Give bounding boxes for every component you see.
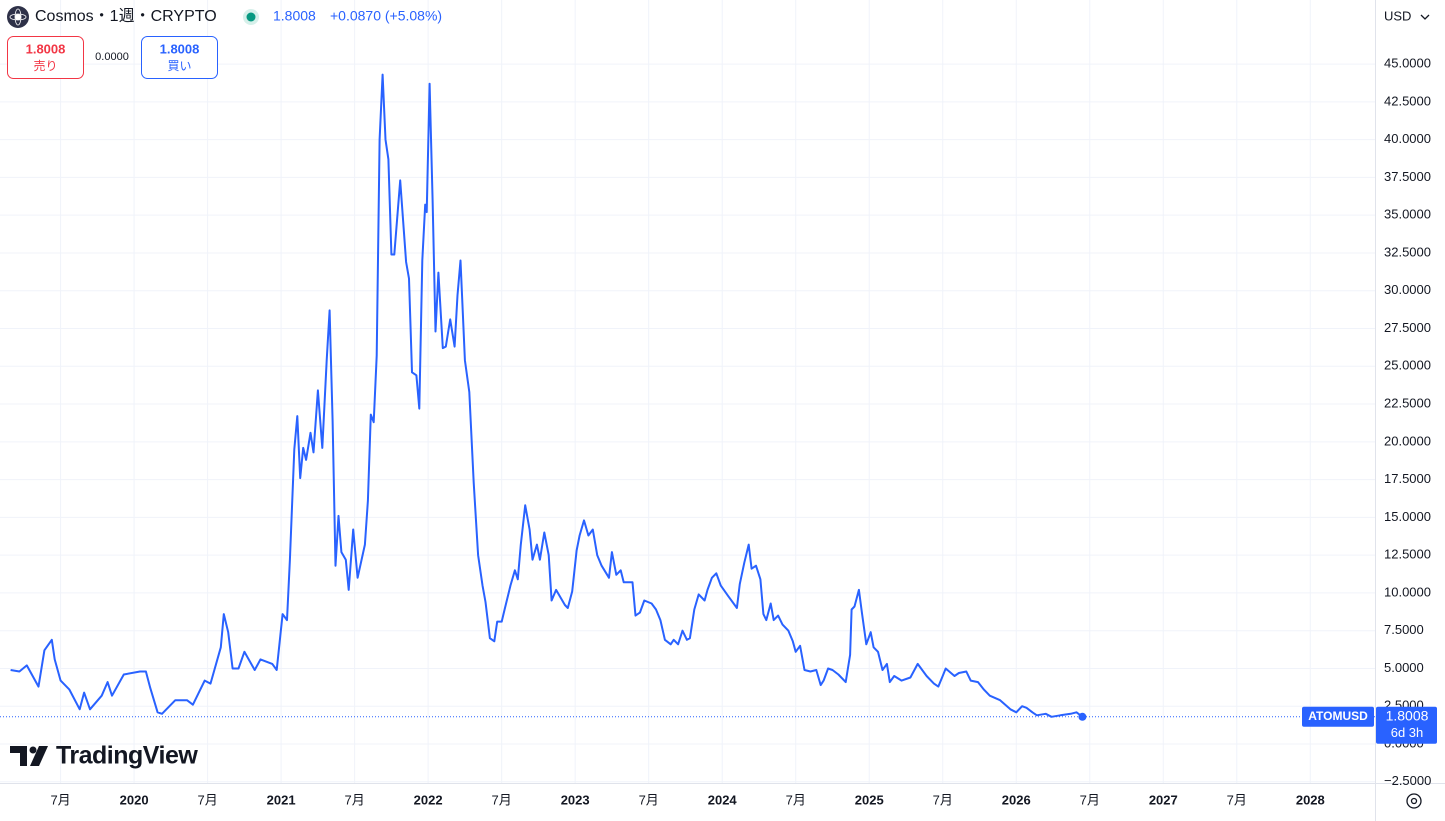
y-tick-label: 37.5000 (1384, 169, 1431, 184)
x-tick-label: 2025 (855, 792, 884, 807)
settings-button[interactable] (1406, 793, 1422, 809)
y-tick-label: 40.0000 (1384, 131, 1431, 146)
price-label: 1.8008 (1386, 708, 1429, 724)
price-line (10, 73, 1084, 718)
x-tick-label: 2023 (561, 792, 590, 807)
y-tick-label: 25.0000 (1384, 358, 1431, 373)
currency-dropdown[interactable] (1378, 3, 1442, 31)
y-tick-label: 30.0000 (1384, 282, 1431, 297)
x-tick-label: 2022 (414, 792, 443, 807)
y-tick-label: 5.0000 (1384, 660, 1424, 675)
logo-text: TradingView (56, 742, 198, 770)
y-tick-label: −2.5000 (1384, 773, 1431, 788)
series-label: ATOMUSD (1308, 709, 1368, 723)
price-axis: −2.50000.00002.50005.00007.500010.000012… (1384, 56, 1431, 789)
bar-countdown: 6d 3h (1391, 725, 1424, 740)
logo-mark (30, 746, 48, 766)
logo-mark (29, 746, 37, 754)
x-tick-label: 7月 (639, 792, 659, 807)
y-tick-label: 20.0000 (1384, 433, 1431, 448)
spread: 0.0000 (95, 51, 129, 63)
y-tick-label: 45.0000 (1384, 56, 1431, 71)
x-tick-label: 2021 (267, 792, 296, 807)
y-tick-label: 22.5000 (1384, 395, 1431, 410)
sell-label: 売り (33, 58, 57, 73)
price-change: +0.0870 (+5.08%) (330, 8, 442, 24)
x-tick-label: 2024 (708, 792, 738, 807)
plot (0, 73, 1375, 721)
y-tick-label: 12.5000 (1384, 547, 1431, 562)
x-tick-label: 7月 (786, 792, 806, 807)
x-tick-label: 7月 (1227, 792, 1247, 807)
symbol-icon-core (15, 14, 21, 20)
x-tick-label: 2028 (1296, 792, 1325, 807)
y-tick-label: 32.5000 (1384, 244, 1431, 259)
series-label-bg (1302, 706, 1374, 727)
x-tick-label: 7月 (492, 792, 512, 807)
x-tick-label: 7月 (197, 792, 217, 807)
x-tick-label: 7月 (345, 792, 365, 807)
y-tick-label: 7.5000 (1384, 622, 1424, 637)
y-tick-label: 27.5000 (1384, 320, 1431, 335)
y-tick-label: 15.0000 (1384, 509, 1431, 524)
buy-price: 1.8008 (160, 41, 200, 56)
x-tick-label: 7月 (1080, 792, 1100, 807)
y-tick-label: 42.5000 (1384, 93, 1431, 108)
time-axis: 7月 2020 7月 2021 7月 2022 7月 2023 7月 2024 7月 2025 7月 20… (50, 792, 1324, 807)
x-tick-label: 7月 (50, 792, 70, 807)
x-tick-label: 2020 (120, 792, 149, 807)
logo-mark (10, 746, 27, 766)
last-point (1078, 712, 1087, 721)
last-price: 1.8008 (273, 8, 316, 24)
x-tick-label: 2027 (1149, 792, 1178, 807)
y-tick-label: 17.5000 (1384, 471, 1431, 486)
dropdown-chevron (1420, 14, 1430, 20)
x-tick-label: 2026 (1002, 792, 1031, 807)
y-tick-label: 10.0000 (1384, 584, 1431, 599)
market-status[interactable] (246, 12, 256, 22)
sell-price: 1.8008 (26, 41, 66, 56)
symbol-icon-orbit (9, 13, 27, 21)
x-tick-label: 7月 (933, 792, 953, 807)
price-label-bg (1376, 706, 1437, 744)
settings-icon (1410, 797, 1418, 805)
buy-button[interactable] (141, 36, 218, 79)
buy-label: 買い (167, 59, 191, 73)
y-tick-label: 35.0000 (1384, 207, 1431, 222)
grid (0, 0, 1375, 783)
currency: USD (1384, 8, 1411, 23)
symbol-icon-orbit (14, 8, 22, 26)
sell-button[interactable] (7, 36, 84, 79)
symbol-title[interactable]: Cosmos・1週・CRYPTO (35, 7, 217, 25)
